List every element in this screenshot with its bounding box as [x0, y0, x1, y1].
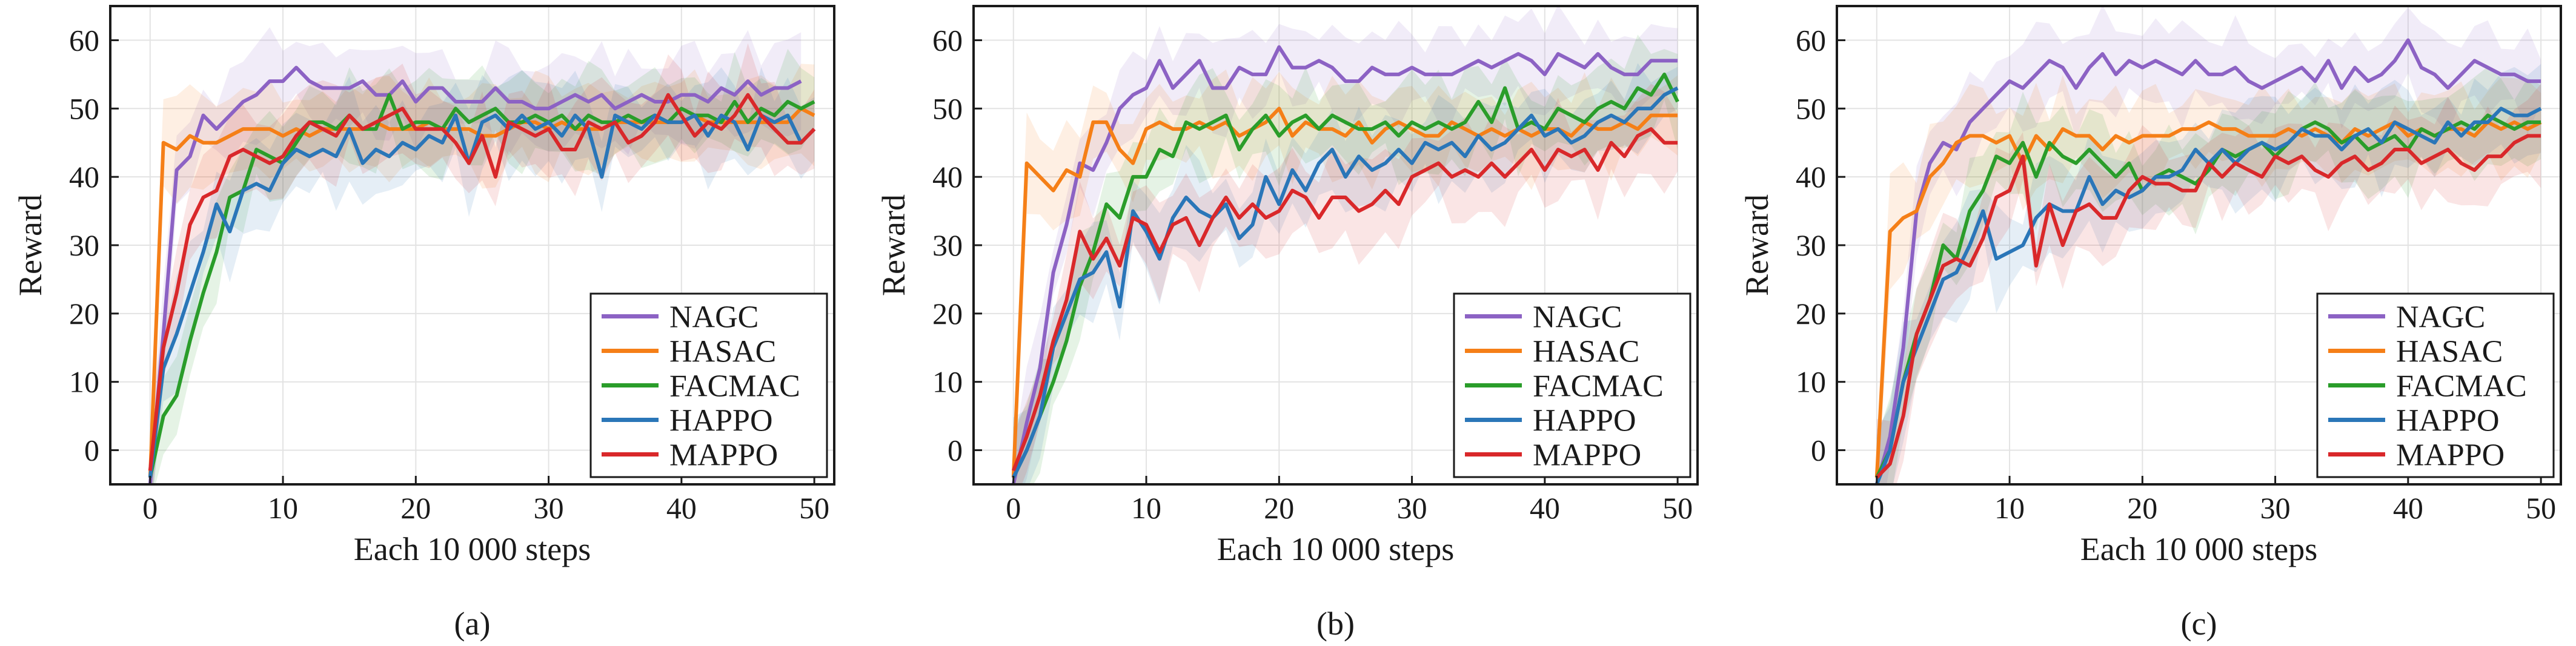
y-tick-label: 0 [948, 433, 963, 467]
panel-caption: (c) [2181, 605, 2217, 642]
y-axis-label: Reward [875, 194, 912, 296]
x-tick-label: 50 [1662, 491, 1693, 525]
band-hasac [1013, 69, 1678, 484]
band-happo [1876, 64, 2541, 484]
y-tick-label: 50 [69, 91, 99, 125]
band-hasac [150, 64, 815, 484]
x-tick-label: 30 [1397, 491, 1427, 525]
panel-caption: (a) [454, 605, 491, 642]
x-tick-label: 10 [268, 491, 298, 525]
y-tick-label: 40 [932, 160, 963, 194]
legend-label-facmac: FACMAC [1533, 369, 1664, 404]
legend-label-mappo: MAPPO [2396, 438, 2505, 473]
x-tick-label: 10 [1994, 491, 2025, 525]
y-axis-label: Reward [12, 194, 48, 296]
legend-label-hasac: HASAC [2396, 335, 2503, 369]
band-facmac [150, 48, 815, 484]
x-tick-label: 50 [2526, 491, 2556, 525]
x-tick-label: 0 [1006, 491, 1021, 525]
x-tick-label: 20 [1264, 491, 1294, 525]
y-tick-label: 60 [1796, 23, 1826, 57]
y-tick-label: 50 [1796, 91, 1826, 125]
band-facmac [1013, 35, 1678, 484]
band-mappo [1013, 84, 1678, 484]
y-tick-label: 10 [932, 365, 963, 399]
legend-label-hasac: HASAC [669, 335, 776, 369]
legend-label-nagc: NAGC [2396, 300, 2485, 335]
band-mappo [1876, 84, 2541, 484]
band-happo [150, 67, 815, 484]
x-tick-label: 20 [400, 491, 431, 525]
legend-label-happo: HAPPO [669, 404, 773, 438]
series-line-happo [1012, 86, 1679, 479]
x-axis-label: Each 10 000 steps [1217, 531, 1454, 567]
band-nagc [1013, 6, 1678, 484]
legend-label-hasac: HASAC [1533, 335, 1639, 369]
y-tick-label: 20 [1796, 297, 1826, 331]
plot-area [1011, 6, 1679, 484]
legend-label-mappo: MAPPO [669, 438, 778, 473]
legend-label-happo: HAPPO [2396, 404, 2500, 438]
y-tick-label: 50 [932, 91, 963, 125]
x-tick-label: 0 [1869, 491, 1884, 525]
panel-caption: (b) [1316, 605, 1355, 642]
x-tick-label: 20 [2127, 491, 2157, 525]
y-tick-label: 0 [1811, 433, 1826, 467]
plot-area [148, 27, 816, 484]
y-tick-label: 30 [69, 228, 99, 262]
band-facmac [1876, 67, 2541, 484]
series-line-nagc [1874, 38, 2541, 484]
y-tick-label: 0 [84, 433, 99, 467]
series-line-hasac [1011, 107, 1678, 478]
chart-panel-b: 0 10 20 30 40 50 0 10 20 30 40 50 60 Each 10 000 step… [875, 5, 1699, 642]
legend-label-happo: HAPPO [1533, 404, 1636, 438]
series-line-mappo [148, 93, 816, 471]
x-tick-label: 40 [666, 491, 697, 525]
y-tick-label: 60 [932, 23, 963, 57]
y-tick-label: 20 [69, 297, 99, 331]
legend-label-nagc: NAGC [669, 300, 759, 335]
y-tick-label: 60 [69, 23, 99, 57]
series-line-nagc [1011, 45, 1678, 484]
x-tick-label: 10 [1131, 491, 1161, 525]
legend-label-facmac: FACMAC [2396, 369, 2527, 404]
x-tick-label: 30 [2260, 491, 2291, 525]
y-tick-label: 40 [1796, 160, 1826, 194]
band-hasac [1876, 74, 2541, 484]
y-tick-label: 10 [1796, 365, 1826, 399]
x-tick-label: 0 [142, 491, 158, 525]
x-tick-label: 50 [799, 491, 829, 525]
y-tick-label: 40 [69, 160, 99, 194]
legend-label-facmac: FACMAC [669, 369, 800, 404]
x-axis-label: Each 10 000 steps [354, 531, 591, 567]
series-line-facmac [148, 93, 815, 478]
y-axis-label: Reward [1739, 194, 1775, 296]
series-line-mappo [1012, 127, 1678, 472]
x-tick-label: 30 [534, 491, 564, 525]
y-tick-label: 20 [932, 297, 963, 331]
x-tick-label: 40 [2393, 491, 2423, 525]
x-axis-label: Each 10 000 steps [2080, 531, 2317, 567]
legend-label-mappo: MAPPO [1533, 438, 1641, 473]
series-line-mappo [1875, 134, 2541, 479]
chart-panel-a: 0 10 20 30 40 50 0 10 20 30 40 50 60 Each 10 000 step… [12, 5, 835, 642]
y-tick-label: 30 [932, 228, 963, 262]
y-tick-label: 30 [1796, 228, 1826, 262]
series-line-facmac [1012, 72, 1679, 479]
y-tick-label: 10 [69, 365, 99, 399]
plot-area [1874, 6, 2542, 484]
legend-box [589, 292, 828, 478]
band-happo [1013, 63, 1678, 484]
series-line-facmac [1875, 113, 2541, 479]
chart-panel-c: 0 10 20 30 40 50 0 10 20 30 40 50 60 Each 10 000 step… [1739, 5, 2562, 642]
series-line-nagc [148, 65, 802, 484]
x-tick-label: 40 [1530, 491, 1560, 525]
band-nagc [1876, 6, 2541, 484]
legend-label-nagc: NAGC [1533, 300, 1622, 335]
